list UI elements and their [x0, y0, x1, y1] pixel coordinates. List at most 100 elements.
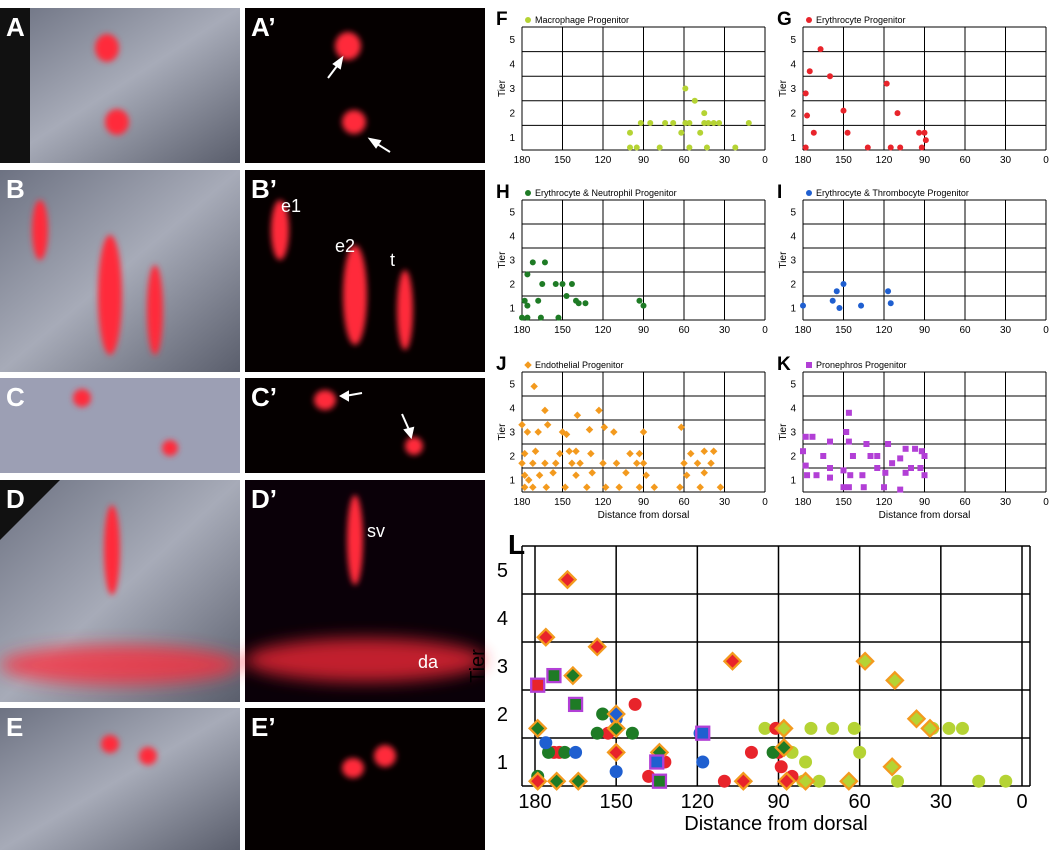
point [599, 459, 607, 467]
point [642, 471, 650, 479]
point [519, 314, 525, 321]
point [802, 144, 809, 151]
point [590, 726, 604, 740]
y-tick-label: 5 [509, 380, 515, 391]
x-tick-label: 180 [514, 497, 531, 508]
chart: 180 150 120 90 60 30 0 1 2 3 4 5 Tier Distance from d… [777, 354, 1049, 521]
point [541, 259, 548, 266]
point [543, 421, 552, 429]
x-tick-label: 150 [835, 155, 852, 166]
y-axis-label: Tier [467, 649, 489, 683]
point [843, 429, 850, 435]
x-tick-label: 60 [678, 325, 690, 336]
point [705, 119, 712, 126]
point [549, 469, 557, 477]
x-tick-label: 180 [795, 497, 812, 508]
point [717, 774, 731, 788]
legend-marker [806, 190, 812, 196]
y-tick-label: 3 [509, 428, 515, 439]
y-tick-label: 4 [790, 59, 796, 70]
x-tick-label: 30 [1000, 155, 1012, 166]
point [804, 472, 811, 479]
point [829, 297, 836, 304]
point [697, 129, 704, 136]
point [612, 459, 621, 467]
x-tick-label: 0 [762, 497, 768, 508]
point [802, 462, 809, 469]
point [827, 73, 833, 80]
point [535, 297, 542, 304]
annotation: da [418, 652, 439, 672]
point [552, 459, 560, 467]
x-tick-label: 120 [595, 325, 612, 336]
annotation: sv [367, 521, 385, 541]
point [530, 677, 546, 693]
point [633, 144, 640, 151]
point [541, 406, 549, 415]
panel-letter: H [496, 182, 510, 203]
point [568, 281, 575, 287]
x-tick-label: 180 [514, 325, 531, 336]
point [693, 459, 702, 467]
point [849, 453, 856, 459]
y-tick-label: 3 [790, 428, 796, 439]
point [840, 467, 847, 474]
point [636, 297, 643, 304]
point [662, 119, 669, 126]
x-tick-label: 60 [678, 155, 690, 166]
y-tick-label: 4 [790, 404, 796, 415]
point [691, 97, 698, 104]
point [700, 469, 708, 477]
point [601, 483, 610, 491]
x-tick-label: 120 [876, 497, 893, 508]
point [627, 129, 633, 136]
point [573, 411, 582, 419]
panel-letter: J [496, 354, 507, 375]
point [637, 119, 644, 126]
point [897, 486, 904, 493]
y-tick-label: 2 [790, 280, 796, 291]
point [552, 281, 559, 287]
point [573, 297, 579, 304]
point [916, 129, 923, 136]
point [572, 447, 580, 455]
point [676, 483, 684, 491]
point [840, 484, 847, 491]
panel-label: B [6, 174, 25, 204]
panel-label: C’ [251, 382, 277, 412]
point [891, 774, 905, 788]
point [999, 774, 1013, 788]
point [541, 459, 549, 467]
point [687, 449, 695, 458]
point [921, 453, 928, 459]
point [800, 302, 806, 309]
point [546, 667, 562, 684]
point [804, 112, 811, 119]
legend-marker [525, 17, 531, 23]
point [656, 144, 663, 151]
point [539, 736, 553, 750]
x-tick-label: 0 [1043, 497, 1049, 508]
legend-label: Endothelial Progenitor [535, 360, 624, 370]
x-tick-label: 0 [1043, 155, 1049, 166]
point [800, 448, 806, 455]
x-tick-label: 60 [849, 791, 871, 813]
point [885, 441, 892, 447]
point [845, 438, 852, 445]
point [696, 483, 704, 491]
point [716, 483, 725, 491]
point [847, 472, 854, 479]
x-tick-label: 90 [638, 155, 650, 166]
y-tick-label: 5 [790, 380, 796, 391]
point [813, 472, 820, 479]
point [840, 107, 847, 114]
y-axis-label: Tier [497, 423, 508, 441]
y-tick-label: 5 [497, 560, 508, 582]
x-tick-label: 120 [876, 325, 893, 336]
panel-labels: A A’ B B’ C C’ D D’ E E’ e1 e2 t sv da [6, 12, 439, 742]
point [559, 281, 566, 287]
y-axis-label: Tier [497, 251, 508, 269]
point [527, 718, 548, 739]
x-tick-label: 30 [1000, 497, 1012, 508]
point [524, 314, 531, 321]
